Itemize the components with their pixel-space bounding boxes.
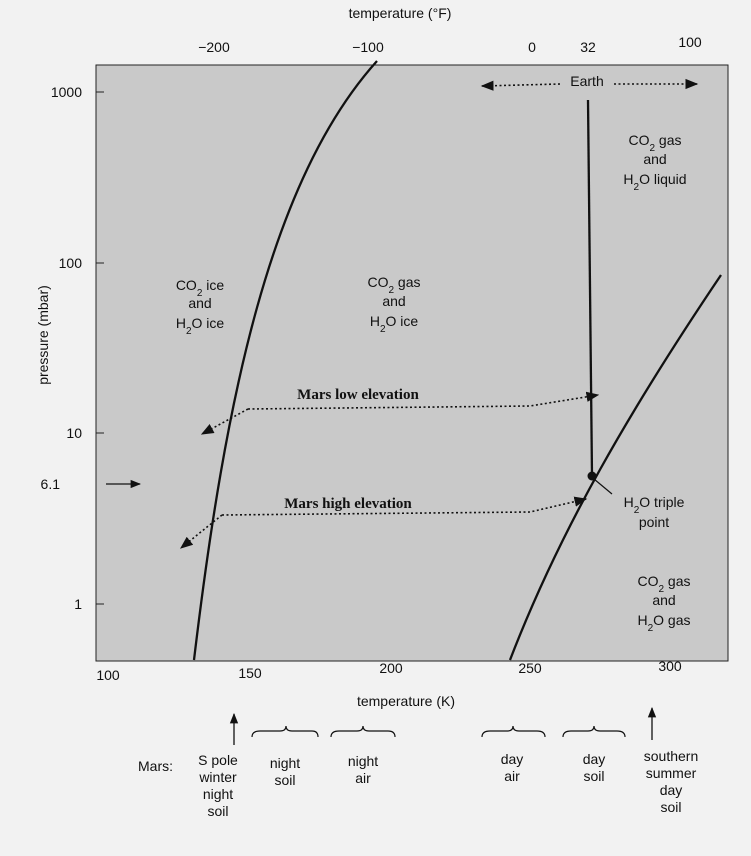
- mars-item-s-pole: S pole winter night soil: [198, 752, 238, 819]
- bottom-tick: 100: [96, 667, 120, 683]
- triple-point-marker: [587, 471, 597, 481]
- top-axis-title: temperature (°F): [349, 5, 452, 21]
- top-tick: −100: [352, 39, 384, 55]
- earth-label: Earth: [570, 73, 603, 89]
- mars-item-night-soil: night soil: [269, 755, 301, 788]
- bottom-tick: 150: [238, 665, 262, 681]
- night-soil-brace: [251, 725, 319, 738]
- bottom-tick: 200: [379, 660, 403, 676]
- mars-item-day-soil: day soil: [582, 751, 606, 784]
- region-co2-ice-h2o-ice: CO2 ice and H2O ice: [176, 277, 225, 337]
- svg-text:and: and: [652, 592, 675, 608]
- bottom-tick: 300: [658, 658, 682, 674]
- triple-point-label: H2O triple point: [624, 494, 685, 530]
- svg-text:H2O triple: H2O triple: [624, 494, 685, 516]
- svg-text:and: and: [382, 293, 405, 309]
- plot-area: [95, 64, 729, 662]
- region-co2-gas-h2o-liquid: CO2 gas and H2O liquid: [623, 132, 686, 193]
- svg-text:H2O ice: H2O ice: [370, 313, 419, 335]
- co2-frost-curve: [192, 60, 378, 661]
- bottom-tick: 250: [518, 660, 542, 676]
- svg-text:CO2 ice: CO2 ice: [176, 277, 225, 299]
- bottom-axis-title: temperature (K): [357, 693, 455, 709]
- mars-item-day-air: day air: [500, 751, 524, 784]
- mars-row-prefix: Mars:: [138, 758, 173, 774]
- left-tick: 6.1: [41, 476, 61, 492]
- h2o-melting-line: [586, 99, 594, 477]
- svg-text:CO2 gas: CO2 gas: [637, 573, 690, 595]
- left-axis-title: pressure (mbar): [35, 285, 51, 385]
- svg-text:point: point: [639, 514, 669, 530]
- svg-text:CO2 gas: CO2 gas: [367, 274, 420, 296]
- day-air-brace: [481, 725, 546, 738]
- day-soil-brace: [562, 725, 626, 738]
- region-co2-gas-h2o-gas: CO2 gas and H2O gas: [637, 573, 690, 634]
- mars-item-night-air: night air: [347, 753, 379, 786]
- svg-text:and: and: [643, 151, 666, 167]
- night-air-brace: [330, 725, 396, 738]
- svg-text:H2O gas: H2O gas: [637, 612, 690, 634]
- left-tick: 1000: [51, 84, 82, 100]
- svg-text:CO2 gas: CO2 gas: [628, 132, 681, 154]
- triple-point-leader: [593, 478, 613, 495]
- mars-high-elevation-label: Mars high elevation: [284, 496, 412, 512]
- svg-text:and: and: [188, 295, 211, 311]
- top-tick: 32: [580, 39, 596, 55]
- top-tick: 100: [678, 34, 702, 50]
- h2o-vapor-curve: [508, 274, 722, 661]
- region-co2-gas-h2o-ice: CO2 gas and H2O ice: [367, 274, 420, 335]
- top-tick: 0: [528, 39, 536, 55]
- top-tick: −200: [198, 39, 230, 55]
- mars-low-elevation-label: Mars low elevation: [297, 387, 419, 403]
- left-tick: 1: [74, 596, 82, 612]
- svg-text:H2O ice: H2O ice: [176, 315, 225, 337]
- left-tick: 10: [66, 425, 82, 441]
- mars-item-southern-summer: southern summer day soil: [643, 748, 699, 815]
- left-tick: 100: [59, 255, 83, 271]
- svg-text:H2O liquid: H2O liquid: [623, 171, 686, 193]
